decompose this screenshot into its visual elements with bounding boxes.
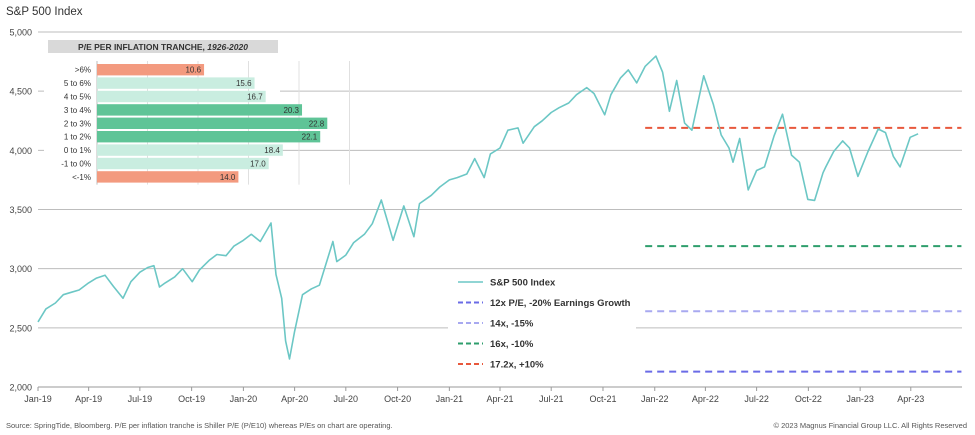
inset-bar: [97, 171, 239, 183]
x-tick-label: Apr-23: [897, 394, 924, 404]
sp500-series: [37, 55, 919, 360]
sp500-line: [37, 55, 919, 360]
inflation-tranche-inset: P/E PER INFLATION TRANCHE, 1926-2020 >6% 1…: [44, 38, 350, 185]
x-tick-label: Jul-21: [539, 394, 564, 404]
inset-category-label: 4 to 5%: [64, 93, 91, 102]
inset-value-label: 15.6: [236, 79, 252, 88]
x-tick-label: Jan-22: [641, 394, 669, 404]
inset-value-label: 16.7: [247, 93, 263, 102]
y-tick-label: 2,500: [9, 323, 32, 333]
x-tick-label: Jul-20: [334, 394, 359, 404]
y-tick-label: 4,000: [9, 146, 32, 156]
x-tick-label: Jan-23: [846, 394, 874, 404]
inset-bar: [97, 90, 266, 103]
x-tick-label: Oct-22: [795, 394, 822, 404]
inset-category-label: <-1%: [72, 173, 91, 182]
inset-bar: [97, 131, 321, 143]
legend-label: S&P 500 Index: [490, 278, 556, 289]
x-tick-label: Apr-21: [486, 394, 513, 404]
inset-category-label: 0 to 1%: [64, 146, 91, 155]
inset-bar: [97, 157, 269, 170]
y-tick-label: 3,000: [9, 264, 32, 274]
inset-bar: [97, 64, 205, 76]
inset-category-label: 1 to 2%: [64, 133, 91, 142]
x-tick-label: Jul-22: [744, 394, 769, 404]
source-note: Source: SpringTide, Bloomberg. P/E per i…: [6, 421, 393, 430]
inset-value-label: 18.4: [264, 146, 280, 155]
copyright-note: © 2023 Magnus Financial Group LLC. All R…: [773, 421, 967, 430]
x-tick-label: Oct-19: [178, 394, 205, 404]
inset-title: P/E PER INFLATION TRANCHE, 1926-2020: [78, 42, 248, 52]
inset-value-label: 17.0: [250, 160, 266, 169]
y-tick-label: 3,500: [9, 205, 32, 215]
legend: S&P 500 Index 12x P/E, -20% Earnings Grow…: [448, 272, 636, 371]
x-tick-label: Jul-19: [128, 394, 153, 404]
inset-bar: [97, 144, 283, 156]
inset-value-label: 20.3: [283, 106, 299, 115]
x-tick-label: Jan-21: [436, 394, 464, 404]
legend-box: [448, 272, 636, 370]
inset-category-label: 5 to 6%: [64, 79, 91, 88]
inset-category-label: 2 to 3%: [64, 119, 91, 128]
inset-value-label: 14.0: [220, 173, 236, 182]
inset-title-bar: [48, 40, 278, 53]
inset-category-label: 3 to 4%: [64, 106, 91, 115]
x-tick-label: Apr-19: [75, 394, 102, 404]
legend-label: 16x, -10%: [490, 339, 534, 350]
inset-category-label: -1 to 0%: [61, 160, 91, 169]
x-tick-label: Oct-21: [589, 394, 616, 404]
x-axis-ticks: Jan-19 Apr-19 Jul-19 Oct-19 Jan-20 Apr-20 Jul-…: [24, 387, 924, 404]
legend-label: 14x, -15%: [490, 319, 534, 330]
inset-value-label: 10.6: [185, 66, 201, 75]
y-tick-label: 5,000: [9, 28, 32, 38]
scenario-lines: [645, 126, 962, 373]
y-tick-label: 2,000: [9, 383, 32, 393]
y-tick-label: 4,500: [9, 87, 32, 97]
legend-label: 12x P/E, -20% Earnings Growth: [490, 298, 631, 309]
chart-title: S&P 500 Index: [6, 6, 83, 18]
inset-value-label: 22.8: [309, 119, 325, 128]
x-tick-label: Jan-20: [230, 394, 258, 404]
inset-value-label: 22.1: [302, 133, 318, 142]
y-axis-ticks: 2,000 2,500 3,000 3,500 4,000 4,500 5,000: [9, 28, 32, 393]
x-tick-label: Jan-19: [24, 394, 52, 404]
legend-label: 17.2x, +10%: [490, 360, 544, 371]
inset-bar: [97, 117, 328, 129]
inset-category-label: >6%: [75, 66, 91, 75]
x-tick-label: Apr-20: [281, 394, 308, 404]
inset-bar: [97, 104, 303, 116]
x-tick-label: Apr-22: [692, 394, 719, 404]
inset-bar: [97, 77, 255, 89]
x-tick-label: Oct-20: [384, 394, 411, 404]
